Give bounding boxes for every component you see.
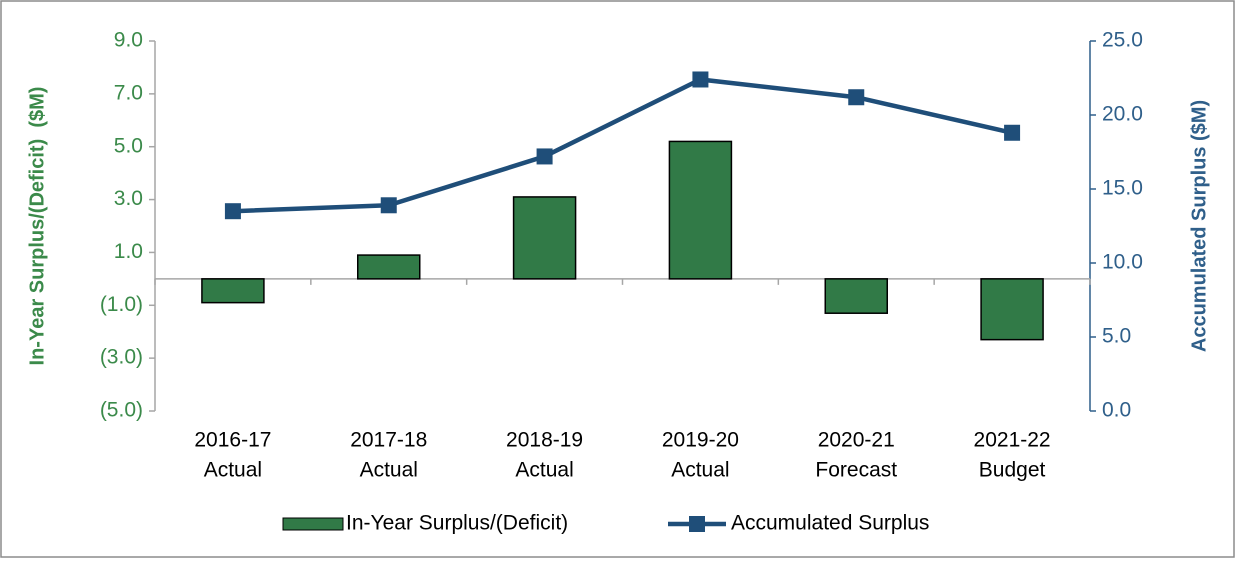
bar [668,140,733,280]
marker [380,197,397,214]
bar [512,196,577,280]
y2-tick-label: 15.0 [1102,177,1143,200]
y-tick-label: (5.0) [100,399,143,422]
x-tick-label: 2018-19 [506,429,583,452]
line [232,77,1013,214]
bar [824,278,888,314]
legend-label: Accumulated Surplus [731,512,929,535]
y2-tick-label: 5.0 [1102,325,1131,348]
x-tick-label: Actual [204,459,262,482]
y2-tick-label: 20.0 [1102,103,1143,126]
y2-tick-label: 0.0 [1102,399,1131,422]
marker [536,148,553,165]
y-axis-label: In-Year Surplus/(Deficit) ($M) [26,87,48,366]
x-tick-label: 2020-21 [818,429,895,452]
legend-swatch [282,517,344,531]
x-tick-label: Actual [360,459,418,482]
marker [224,203,241,220]
y-tick-label: 5.0 [114,134,143,157]
x-tick-label: Actual [671,459,729,482]
marker [692,71,709,88]
legend-label: In-Year Surplus/(Deficit) [346,512,568,535]
y-tick-label: 1.0 [114,240,143,263]
x-tick-label: Budget [979,459,1046,482]
y2-tick-label: 25.0 [1102,29,1143,52]
x-tick-label: 2017-18 [350,429,427,452]
y-tick-label: (1.0) [100,293,143,316]
y-tick-label: 3.0 [114,187,143,210]
bar [980,278,1044,341]
x-tick-label: 2021-22 [974,429,1051,452]
x-tick-label: Actual [515,459,573,482]
x-tick-label: 2016-17 [194,429,271,452]
marker [1004,124,1021,141]
y-tick-label: 7.0 [114,81,143,104]
legend-marker [689,516,705,532]
bar [357,254,421,280]
y2-axis-label: Accumulated Surplus ($M) [1188,100,1210,352]
bar [201,278,265,304]
marker [848,89,865,106]
y-tick-label: (3.0) [100,346,143,369]
x-tick-label: Forecast [815,459,897,482]
x-tick-label: 2019-20 [662,429,739,452]
y-tick-label: 9.0 [114,29,143,52]
y2-tick-label: 10.0 [1102,251,1143,274]
